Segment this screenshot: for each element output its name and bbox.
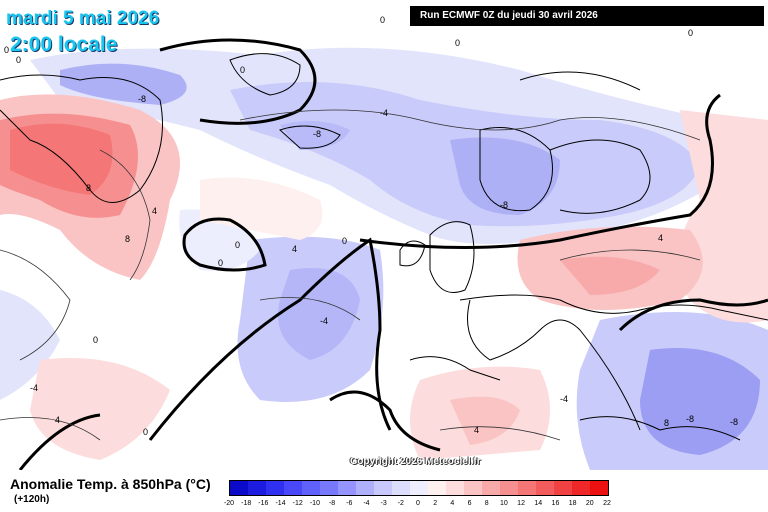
contour-label: -4	[320, 316, 329, 326]
contour-label: 4	[658, 233, 664, 243]
contour-label: -8	[500, 200, 509, 210]
forecast-lead-time: (+120h)	[14, 494, 50, 505]
contour-label: 4	[474, 425, 480, 435]
color-scale-tick: -2	[397, 500, 404, 507]
color-scale-tick: -14	[275, 500, 286, 507]
color-scale-tick: -8	[328, 500, 336, 507]
coastlines	[0, 53, 768, 441]
color-scale-tick: -3	[380, 500, 387, 507]
contour-label: 0	[455, 38, 461, 48]
color-scale-swatch	[554, 481, 572, 495]
contour-label: 0	[380, 15, 386, 25]
color-scale-swatch	[374, 481, 392, 495]
color-scale-tick: 16	[551, 500, 560, 507]
forecast-date: mardi 5 mai 2026	[6, 8, 160, 29]
color-scale-tick: 6	[467, 500, 472, 507]
contour-label: -8	[686, 414, 695, 424]
contour-label: -8	[313, 129, 322, 139]
color-scale-tick: 18	[568, 500, 577, 507]
color-scale-tick: 10	[500, 500, 508, 507]
zero-anomaly-contour	[18, 38, 768, 470]
color-scale-tick: 22	[603, 500, 611, 507]
color-scale-tick: -10	[309, 500, 320, 507]
contour-label: 0	[16, 55, 22, 65]
legend-panel: Anomalie Temp. à 850hPa (°C) (+120h) -20…	[0, 470, 768, 512]
contour-label: 4	[55, 415, 61, 425]
color-scale-tick: 12	[517, 500, 525, 507]
color-scale-tick: 14	[534, 500, 543, 507]
color-scale-swatch	[356, 481, 374, 495]
color-scale-swatch	[266, 481, 284, 495]
color-scale-swatch	[518, 481, 536, 495]
cold-anomaly-areas	[0, 47, 768, 470]
color-scale-swatch	[500, 481, 518, 495]
contour-label: 8	[125, 234, 131, 244]
contour-label: 0	[4, 45, 10, 55]
contour-label: 0	[688, 28, 694, 38]
contour-label: 4	[292, 244, 298, 254]
color-scale-swatch	[446, 481, 464, 495]
color-scale-swatch	[482, 481, 500, 495]
color-scale-tick: 8	[484, 500, 489, 507]
color-scale-swatch	[572, 481, 590, 495]
color-scale-tick: -18	[241, 500, 252, 507]
color-scale-swatch	[428, 481, 446, 495]
contour-label: -4	[560, 394, 569, 404]
color-scale-ticks: -20 -18 -16 -14 -12 -10 -8 -6 -4 -3 -2 0 2 4 6 8 10 12 14 1…	[224, 500, 611, 512]
color-scale-swatch	[284, 481, 302, 495]
contour-label: -4	[30, 383, 39, 393]
color-scale-swatch	[248, 481, 266, 495]
contour-label: 8	[664, 418, 670, 428]
color-scale-swatch	[410, 481, 428, 495]
anomaly-isolines	[0, 109, 701, 441]
contour-label: 4	[152, 206, 158, 216]
color-scale-tick: 4	[450, 500, 455, 507]
contour-label: 0	[143, 427, 149, 437]
color-scale-swatch	[464, 481, 482, 495]
color-scale-tick: 20	[585, 500, 594, 507]
color-scale-swatch	[230, 481, 248, 495]
color-scale-tick: -6	[346, 500, 353, 507]
contour-label: -8	[138, 94, 147, 104]
contour-label: 0	[235, 240, 241, 250]
color-scale	[229, 480, 609, 496]
legend-title: Anomalie Temp. à 850hPa (°C)	[10, 476, 211, 492]
contour-label: 0	[342, 236, 348, 246]
forecast-time: 2:00 locale	[10, 33, 118, 56]
color-scale-swatch	[536, 481, 554, 495]
color-scale-swatch	[392, 481, 410, 495]
color-scale-swatch	[338, 481, 356, 495]
color-scale-tick: -4	[363, 500, 370, 507]
contour-label: 0	[93, 335, 99, 345]
color-scale-tick: -12	[292, 500, 303, 507]
color-scale-tick: 0	[416, 500, 420, 507]
contour-label: 0	[240, 65, 246, 75]
color-scale-swatch	[320, 481, 338, 495]
contour-label: 0	[218, 258, 224, 268]
color-scale-tick: -20	[223, 500, 235, 507]
model-run-banner: Run ECMWF 0Z du jeudi 30 avril 2026	[410, 6, 764, 26]
color-scale-swatch	[302, 481, 320, 495]
contour-label: -8	[730, 417, 739, 427]
color-scale-tick: -16	[258, 500, 269, 507]
color-scale-swatch	[590, 481, 608, 495]
temperature-anomaly-map	[0, 38, 768, 470]
warm-anomaly-areas	[0, 94, 768, 460]
copyright-notice: Copyright 2026 Meteociel.fr	[350, 456, 481, 467]
color-scale-tick: 2	[433, 500, 438, 507]
contour-label: -4	[380, 108, 389, 118]
contour-label: 8	[86, 183, 92, 193]
